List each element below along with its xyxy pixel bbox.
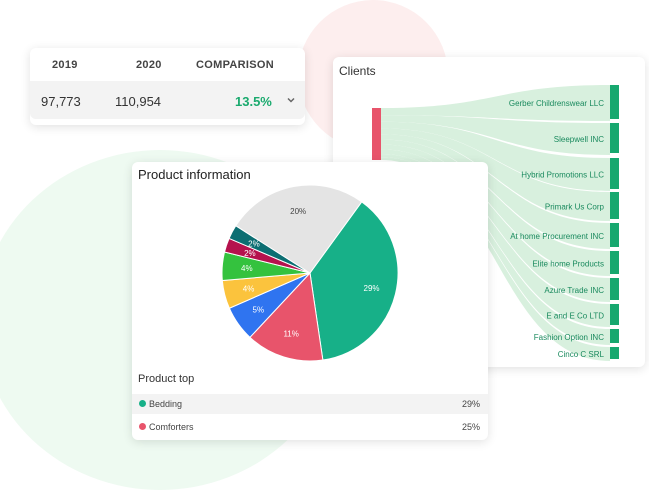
client-flow <box>381 153 610 345</box>
client-node[interactable] <box>610 158 619 189</box>
client-node[interactable] <box>610 347 619 359</box>
comparison-percent: 13.5% <box>235 94 272 109</box>
client-flow <box>381 149 610 327</box>
comparison-row[interactable]: 97,773 110,954 13.5% <box>30 81 305 119</box>
client-node[interactable] <box>610 329 619 343</box>
client-label: Azure Trade INC <box>544 286 604 295</box>
client-flow <box>381 157 610 361</box>
client-label: Cinco C SRL <box>558 350 605 359</box>
client-label: Hybrid Promotions LLC <box>521 171 604 180</box>
client-node[interactable] <box>610 192 619 219</box>
chevron-down-icon[interactable] <box>286 94 296 108</box>
comparison-header: 2019 2020 COMPARISON <box>30 48 305 81</box>
client-flow <box>381 85 610 121</box>
client-label: Primark Us Corp <box>545 203 605 212</box>
product-card: Product information 29% 11% 5% 4% 4% 2% 2% 20% … <box>132 162 488 440</box>
product-pie-chart: 29% 11% 5% 4% 4% 2%2% 20% <box>221 184 399 362</box>
pie-slice-label: 2% <box>244 249 256 258</box>
client-flow <box>381 128 610 221</box>
pie-slice-label: 5% <box>253 306 265 315</box>
client-label: At home Procurement INC <box>510 232 604 241</box>
header-2020: 2020 <box>136 59 162 71</box>
client-label: Gerber Childrenswear LLC <box>509 99 604 108</box>
client-node[interactable] <box>610 278 619 300</box>
client-label: Fashion Option INC <box>534 333 604 342</box>
value-2020: 110,954 <box>115 94 162 109</box>
client-node[interactable] <box>610 304 619 325</box>
pie-slice[interactable] <box>249 271 324 362</box>
client-flow <box>381 134 610 249</box>
client-label: E and E Co LTD <box>546 312 604 321</box>
product-title: Product information <box>138 167 251 182</box>
product-row-value: 29% <box>461 399 480 409</box>
product-row-label: Bedding <box>149 399 183 409</box>
client-flow <box>381 144 610 302</box>
pie-slice-label: 2% <box>248 239 260 248</box>
pie-slice-label: 4% <box>243 285 255 294</box>
header-comparison: COMPARISON <box>196 59 274 71</box>
pie-slice-label: 11% <box>283 329 298 338</box>
client-node[interactable] <box>610 123 619 153</box>
product-top-title: Product top <box>138 373 195 385</box>
product-row-label: Comforters <box>149 422 194 432</box>
client-flow <box>381 115 610 155</box>
client-label: Sleepwell INC <box>554 135 604 144</box>
pie-slice[interactable] <box>235 184 363 274</box>
product-row-value: 25% <box>461 422 480 432</box>
pie-slice-label: 4% <box>241 264 253 273</box>
bedding-dot-icon <box>139 400 146 407</box>
header-2019: 2019 <box>52 59 78 71</box>
client-node[interactable] <box>610 223 619 247</box>
product-row-bedding[interactable]: Bedding 29% <box>132 394 488 414</box>
pie-slice[interactable] <box>309 201 399 361</box>
client-label: Elite home Products <box>532 260 604 269</box>
comparison-card: 2019 2020 COMPARISON 97,773 110,954 13.5… <box>30 48 305 125</box>
clients-card: Clients Gerber Childrenswear LLC Sleepwel… <box>333 57 645 367</box>
value-2019: 97,773 <box>41 94 81 109</box>
client-node[interactable] <box>610 85 619 119</box>
comforters-dot-icon <box>139 423 146 430</box>
pie-slice-label: 29% <box>364 284 380 293</box>
client-node[interactable] <box>610 251 619 274</box>
clients-title: Clients <box>339 64 376 78</box>
client-flow <box>381 139 610 276</box>
clients-sankey: Gerber Childrenswear LLC Sleepwell INC Hyb… <box>372 85 619 361</box>
pie-slice-label: 20% <box>290 207 306 216</box>
product-row-comforters[interactable]: Comforters 25% <box>132 417 488 437</box>
client-flow <box>381 121 610 191</box>
clients-source-node <box>372 108 381 160</box>
